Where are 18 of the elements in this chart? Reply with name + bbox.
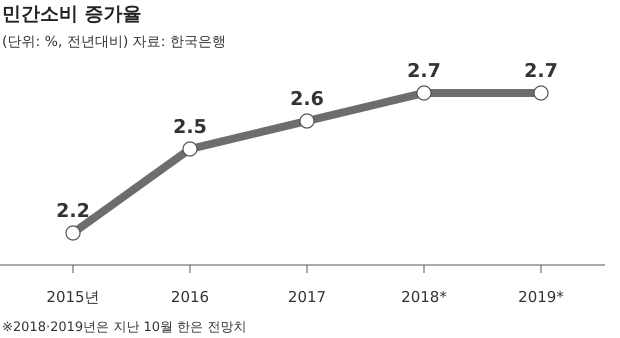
data-label: 2.6 (290, 88, 324, 110)
data-label: 2.2 (56, 200, 90, 222)
point (416, 85, 432, 101)
point (299, 113, 315, 129)
data-label: 2.7 (407, 60, 441, 82)
data-label: 2.5 (173, 116, 207, 138)
point (65, 225, 81, 241)
data-label: 2.7 (524, 60, 558, 82)
text: ※2018·2019년은 지난 10월 한은 전망치 (2, 320, 246, 335)
x-tick-label: 2019* (518, 288, 564, 306)
x-tick-label: 2018* (401, 288, 448, 306)
x-tick-label: 2016 (170, 288, 210, 306)
point (182, 141, 198, 157)
x-tick-label: 2017 (288, 288, 326, 306)
chart-title: 민간소비 증가율 (2, 3, 142, 25)
x-tick-label: 2015년 (46, 288, 100, 306)
chart-subtitle: (단위: %, 전년대비) 자료: 한국은행 (2, 34, 226, 50)
point (533, 85, 549, 101)
